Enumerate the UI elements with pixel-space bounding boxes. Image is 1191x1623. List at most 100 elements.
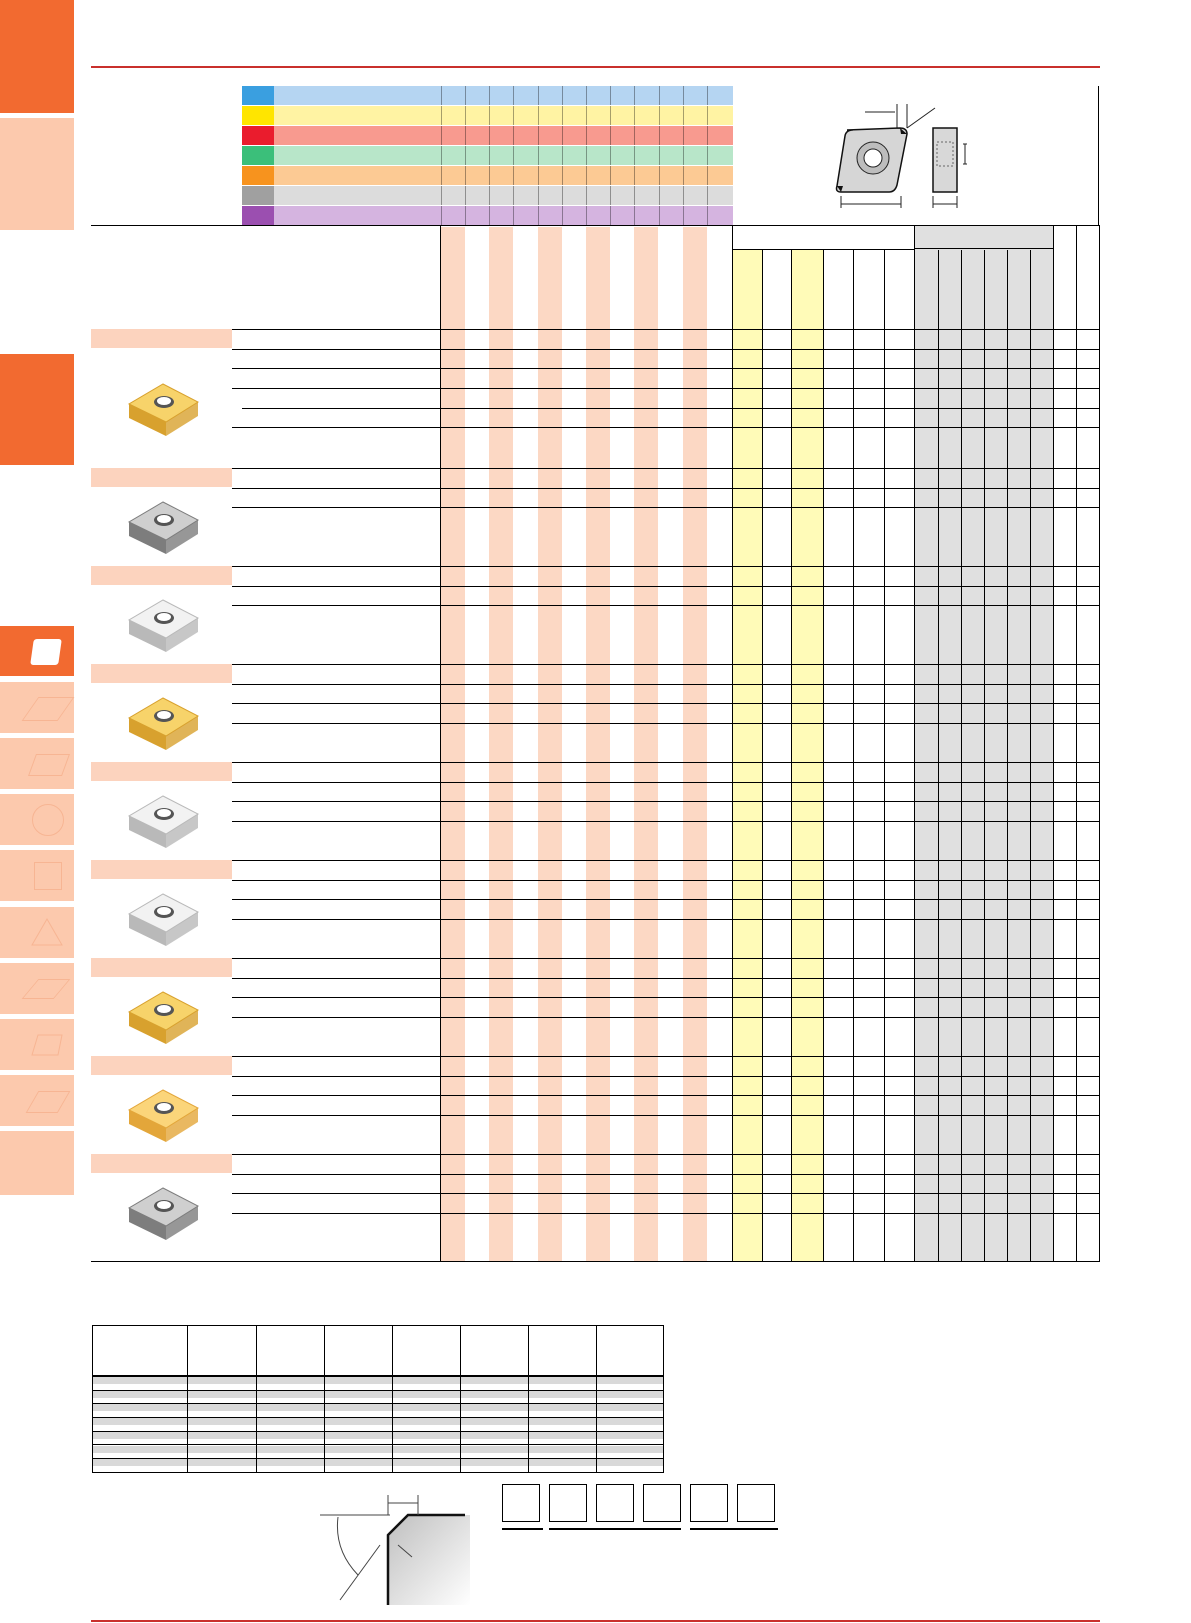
legend-divider xyxy=(513,146,514,165)
legend-divider xyxy=(659,166,660,185)
tab-round[interactable] xyxy=(0,794,74,845)
insert-image xyxy=(126,892,200,946)
tab-triangle[interactable] xyxy=(0,907,74,958)
legend-divider xyxy=(683,86,684,105)
legend-swatch xyxy=(242,86,274,105)
row-line xyxy=(232,349,1100,350)
column-divider xyxy=(914,225,915,1261)
bt-col-divider xyxy=(324,1325,325,1473)
column-divider xyxy=(1053,225,1054,1261)
legend-swatch xyxy=(242,126,274,145)
column-divider xyxy=(440,225,441,1261)
legend-divider xyxy=(538,166,539,185)
legend-band xyxy=(274,206,733,225)
group-header xyxy=(91,329,232,348)
legend-divider xyxy=(562,126,563,145)
legend-divider xyxy=(538,106,539,125)
insert-image xyxy=(126,990,200,1044)
legend-divider xyxy=(610,146,611,165)
peach-stripe xyxy=(538,227,562,1261)
bt-col-divider xyxy=(256,1325,257,1473)
insert-image xyxy=(126,1088,200,1142)
row-line xyxy=(232,1174,1100,1175)
legend-divider xyxy=(489,186,490,205)
insert-image xyxy=(126,598,200,652)
circle-icon xyxy=(32,804,64,836)
insert-icon xyxy=(127,893,200,946)
yellow-stripe xyxy=(733,250,762,1261)
tab-rhombus-35[interactable] xyxy=(0,738,74,789)
legend-divider xyxy=(441,166,442,185)
tab-rhombus-alt[interactable] xyxy=(0,1075,74,1126)
legend-swatch xyxy=(242,186,274,205)
tab-top[interactable] xyxy=(0,0,74,113)
legend-divider xyxy=(683,146,684,165)
bt-row-line xyxy=(92,1431,664,1432)
tab-rhombus-80[interactable] xyxy=(0,626,74,676)
column-divider xyxy=(732,225,733,1261)
legend-divider xyxy=(513,166,514,185)
row-line xyxy=(232,703,1100,704)
legend-divider xyxy=(441,186,442,205)
tab-trapezoid[interactable] xyxy=(0,1019,74,1070)
peach-stripe xyxy=(683,227,707,1261)
bt-col-divider xyxy=(528,1325,529,1473)
group-line xyxy=(232,1056,1100,1057)
legend-divider xyxy=(441,206,442,225)
row-line xyxy=(232,821,1100,822)
legend-divider xyxy=(683,166,684,185)
legend-divider xyxy=(441,86,442,105)
row-line xyxy=(232,997,1100,998)
bt-row-band xyxy=(93,1404,663,1411)
legend-divider xyxy=(707,206,708,225)
group-line xyxy=(232,762,1100,763)
insert-image xyxy=(126,500,200,554)
tab-square[interactable] xyxy=(0,850,74,901)
tab-bottom[interactable] xyxy=(0,1131,74,1195)
row-line xyxy=(232,801,1100,802)
legend-divider xyxy=(683,126,684,145)
row-line xyxy=(232,1017,1100,1018)
trapezoid-icon xyxy=(31,1034,63,1056)
rhombus-alt-icon xyxy=(25,1091,71,1113)
legend-divider xyxy=(562,86,563,105)
row-line xyxy=(232,684,1100,685)
tab-3[interactable] xyxy=(0,354,74,465)
code-box xyxy=(502,1484,540,1522)
group-line xyxy=(232,468,1100,469)
insert-image xyxy=(126,1186,200,1240)
legend-divider xyxy=(659,186,660,205)
legend-divider xyxy=(634,126,635,145)
tab-2[interactable] xyxy=(0,118,74,230)
legend-divider xyxy=(634,106,635,125)
bottom-rule xyxy=(91,1620,1100,1622)
column-divider xyxy=(791,250,792,1261)
group-header xyxy=(91,958,232,977)
legend-divider xyxy=(562,206,563,225)
legend-divider xyxy=(586,166,587,185)
legend-divider xyxy=(441,126,442,145)
insert-dimension-diagram xyxy=(835,104,967,208)
code-underline xyxy=(502,1528,543,1530)
row-line xyxy=(232,978,1100,979)
legend-divider xyxy=(634,86,635,105)
code-box xyxy=(549,1484,587,1522)
bt-row-band xyxy=(93,1432,663,1439)
row-line xyxy=(232,368,1100,369)
row-line xyxy=(232,1193,1100,1194)
legend-divider xyxy=(538,86,539,105)
legend-divider xyxy=(586,86,587,105)
tab-parallelogram[interactable] xyxy=(0,963,74,1014)
row-line xyxy=(232,919,1100,920)
legend-divider xyxy=(489,126,490,145)
legend-divider xyxy=(538,146,539,165)
tab-rhombus-55[interactable] xyxy=(0,682,75,733)
legend-divider xyxy=(659,146,660,165)
legend-divider xyxy=(465,86,466,105)
legend-band xyxy=(274,166,733,185)
bt-row-band xyxy=(93,1459,663,1466)
column-divider xyxy=(984,250,985,1261)
row-line xyxy=(232,880,1100,881)
column-divider xyxy=(1007,250,1008,1261)
legend-divider xyxy=(610,126,611,145)
